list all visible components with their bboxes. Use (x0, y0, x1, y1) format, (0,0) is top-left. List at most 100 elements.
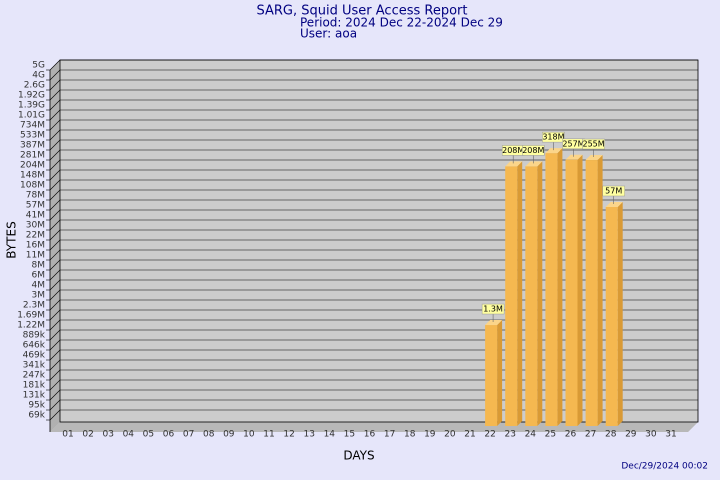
y-tick-label: 108M (20, 181, 45, 191)
y-tick-label: 3M (32, 291, 46, 301)
y-tick-label: 247k (23, 371, 46, 381)
grid-line-depth (49, 349, 61, 361)
y-tick-label: 148M (20, 171, 45, 181)
y-tick-label: 95k (28, 401, 45, 411)
y-tick-label: 1.39G (18, 101, 45, 111)
grid-line-depth (49, 169, 61, 181)
grid-line-depth (49, 109, 61, 121)
bar-side (617, 202, 623, 426)
x-tick-label: 11 (263, 430, 274, 440)
y-tick-label: 78M (26, 191, 45, 201)
y-tick-label: 341k (23, 361, 46, 371)
y-tick-label: 1.01G (18, 111, 45, 121)
y-tick-label: 22M (26, 231, 45, 241)
grid-line-depth (49, 59, 61, 71)
x-tick-label: 14 (324, 430, 336, 440)
y-tick-label: 533M (20, 131, 45, 141)
grid-line-depth (49, 399, 61, 411)
x-tick-label: 19 (424, 430, 436, 440)
grid-line-depth (49, 119, 61, 131)
label-box (602, 185, 625, 197)
footer: Dec/29/2024 00:02 (621, 462, 708, 472)
x-tick-label: 01 (62, 430, 73, 440)
label-box (582, 138, 605, 150)
x-tick-label: 03 (102, 430, 113, 440)
grid-line-depth (49, 389, 61, 401)
grid-line-depth (49, 239, 61, 251)
x-tick-label: 23 (504, 430, 515, 440)
y-tick-label: 16M (26, 241, 45, 251)
grid-line-depth (49, 179, 61, 191)
chart-subtitle: Period: 2024 Dec 22-2024 Dec 29 (300, 16, 503, 30)
y-tick-label: 4M (32, 281, 46, 291)
y-tick-label: 57M (26, 201, 45, 211)
y-tick-label: 181k (23, 381, 46, 391)
grid-line-depth (49, 269, 61, 281)
y-tick-label: 1.22M (17, 321, 45, 331)
y-tick-label: 889k (23, 331, 46, 341)
x-tick-label: 20 (444, 430, 456, 440)
y-tick-label: 469k (23, 351, 46, 361)
x-tick-label: 05 (143, 430, 154, 440)
bar (585, 160, 598, 427)
grid-line-depth (49, 199, 61, 211)
x-tick-label: 27 (585, 430, 596, 440)
bar-side (597, 155, 603, 427)
grid-line-depth (49, 359, 61, 371)
value-label: 318M (542, 133, 564, 142)
bar-side (517, 161, 523, 427)
label-box (542, 131, 565, 143)
value-label: 1.3M (483, 305, 503, 314)
bar-top (585, 155, 603, 161)
user-label: User: aoa (300, 27, 357, 41)
y-tick-label: 4G (32, 71, 45, 81)
bar-top (525, 161, 543, 167)
y-tick-label: 5G (32, 61, 45, 71)
bar-top (605, 202, 623, 207)
y-axis-label: BYTES (5, 221, 19, 258)
x-tick-label: 28 (605, 430, 617, 440)
y-tick-label: 8M (32, 261, 46, 271)
grid-line-depth (49, 339, 61, 351)
x-tick-label: 17 (384, 430, 395, 440)
x-tick-label: 16 (364, 430, 376, 440)
bar (525, 166, 538, 427)
grid-line-depth (49, 159, 61, 171)
y-tick-label: 734M (20, 121, 45, 131)
x-tick-label: 12 (283, 430, 294, 440)
value-label: 208M (502, 146, 524, 155)
value-label: 255M (583, 140, 605, 149)
grid-line-depth (49, 99, 61, 111)
bar (505, 166, 518, 427)
x-tick-label: 26 (565, 430, 577, 440)
x-tick-label: 24 (525, 430, 537, 440)
x-tick-label: 25 (545, 430, 556, 440)
x-tick-label: 22 (484, 430, 495, 440)
grid-line-depth (49, 69, 61, 81)
x-axis-label: DAYS (343, 449, 374, 463)
y-tick-label: 41M (26, 211, 45, 221)
grid-line-depth (49, 289, 61, 301)
label-box (481, 303, 505, 315)
label-box (522, 145, 545, 156)
x-tick-label: 13 (303, 430, 314, 440)
grid-line-depth (49, 89, 61, 101)
y-tick-label: 131k (23, 391, 46, 401)
grid-line-depth (49, 329, 61, 341)
grid-line-depth (49, 259, 61, 271)
y-tick-label: 281M (20, 151, 45, 161)
y-tick-label: 6M (32, 271, 46, 281)
y-tick-label: 204M (20, 161, 45, 171)
y-tick-label: 69k (28, 411, 45, 421)
value-label: 57M (605, 187, 622, 196)
y-tick-label: 1.69M (17, 311, 45, 321)
x-tick-label: 15 (344, 430, 355, 440)
x-tick-label: 10 (243, 430, 255, 440)
bar-side (557, 148, 563, 427)
bar-side (537, 161, 543, 427)
y-tick-label: 387M (20, 141, 45, 151)
y-tick-label: 2.3M (23, 301, 45, 311)
bar (485, 325, 498, 426)
bar-top (505, 161, 523, 167)
